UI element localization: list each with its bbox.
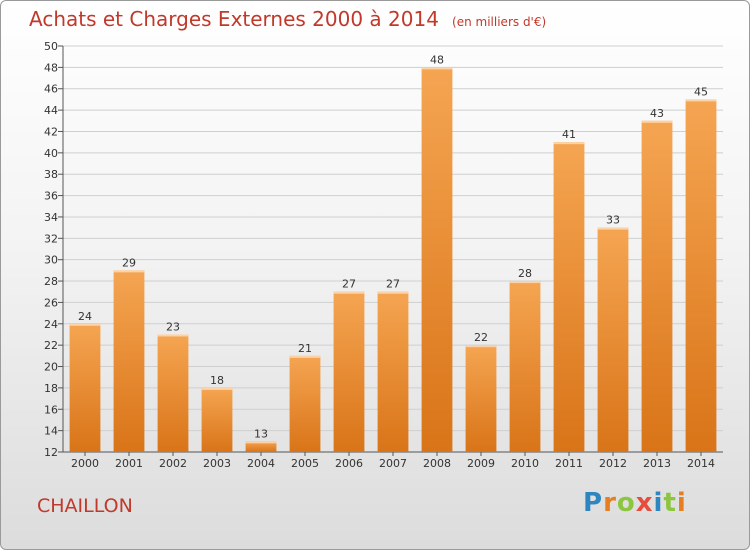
y-tick-label: 24 <box>44 318 58 331</box>
data-label: 45 <box>694 85 708 98</box>
chart-title-block: Achats et Charges Externes 2000 à 2014 (… <box>29 7 546 31</box>
data-labels: 24 29 23 18 13 21 27 27 48 22 28 41 33 43 45 <box>78 53 708 440</box>
commune-name: CHAILLON <box>37 495 133 517</box>
bar-highlight <box>377 291 409 294</box>
logo-letter: P <box>583 488 604 518</box>
x-tick-label: 2011 <box>555 457 583 470</box>
bar <box>157 334 189 452</box>
x-tick-label: 2014 <box>687 457 715 470</box>
y-tick-label: 46 <box>44 83 58 96</box>
bar <box>641 120 673 452</box>
bar-highlight <box>157 334 189 337</box>
data-label: 18 <box>210 374 224 387</box>
data-label: 21 <box>298 342 312 355</box>
x-tick-label: 2001 <box>115 457 143 470</box>
bar <box>113 270 145 452</box>
y-tick-label: 48 <box>44 61 58 74</box>
x-tick-label: 2002 <box>159 457 187 470</box>
x-tick-label: 2006 <box>335 457 363 470</box>
data-label: 22 <box>474 331 488 344</box>
bar <box>289 355 321 452</box>
data-label: 23 <box>166 320 180 333</box>
x-tick-label: 2009 <box>467 457 495 470</box>
x-tick-label: 2008 <box>423 457 451 470</box>
x-tick-label: 2003 <box>203 457 231 470</box>
bar-highlight <box>685 99 717 102</box>
y-tick-label: 16 <box>44 403 58 416</box>
bar <box>69 323 101 452</box>
bar <box>465 345 497 452</box>
proxiti-logo: Proxiti <box>583 488 687 518</box>
bar-highlight <box>421 67 453 70</box>
bar-highlight <box>289 355 321 358</box>
y-tick-label: 18 <box>44 382 58 395</box>
y-tick-label: 32 <box>44 232 58 245</box>
logo-letter: i <box>676 488 687 518</box>
axes: 12 14 16 18 20 22 24 26 28 30 32 34 36 38 40 42 44 46 48 50… <box>44 40 723 470</box>
bar-highlight <box>597 227 629 230</box>
bar <box>333 291 365 452</box>
x-tick-label: 2007 <box>379 457 407 470</box>
y-tick-label: 44 <box>44 104 58 117</box>
y-tick-label: 20 <box>44 361 58 374</box>
y-tick-label: 30 <box>44 254 58 267</box>
bar <box>685 99 717 452</box>
y-tick-label: 22 <box>44 339 58 352</box>
y-tick-label: 34 <box>44 211 58 224</box>
chart-subtitle: (en milliers d'€) <box>452 15 547 29</box>
x-tick-label: 2013 <box>643 457 671 470</box>
logo-letter: i <box>653 488 664 518</box>
logo-letter: o <box>616 488 636 518</box>
bar-highlight <box>69 323 101 326</box>
bar-highlight <box>245 441 277 444</box>
x-tick-label: 2004 <box>247 457 275 470</box>
bar <box>597 227 629 452</box>
y-tick-label: 42 <box>44 125 58 138</box>
data-label: 24 <box>78 310 92 323</box>
bar <box>553 142 585 452</box>
y-tick-label: 14 <box>44 425 58 438</box>
bar-highlight <box>333 291 365 294</box>
data-label: 43 <box>650 107 664 120</box>
y-tick-label: 12 <box>44 446 58 459</box>
y-tick-label: 38 <box>44 168 58 181</box>
data-label: 27 <box>386 278 400 291</box>
y-tick-label: 40 <box>44 147 58 160</box>
data-label: 27 <box>342 278 356 291</box>
bar-highlight <box>201 387 233 390</box>
bar-highlight <box>641 120 673 123</box>
bar <box>377 291 409 452</box>
chart-title: Achats et Charges Externes 2000 à 2014 <box>29 7 439 31</box>
bar <box>245 441 277 452</box>
bar <box>421 67 453 453</box>
data-label: 28 <box>518 267 532 280</box>
y-tick-label: 28 <box>44 275 58 288</box>
bar-highlight <box>553 142 585 145</box>
bar-highlight <box>465 345 497 348</box>
data-label: 48 <box>430 53 444 66</box>
y-tick-label: 26 <box>44 296 58 309</box>
logo-letter: t <box>663 488 677 518</box>
logo-letter: x <box>635 488 654 518</box>
x-tick-label: 2000 <box>71 457 99 470</box>
x-tick-label: 2010 <box>511 457 539 470</box>
bar-highlight <box>509 281 541 284</box>
bars <box>69 67 717 453</box>
data-label: 13 <box>254 427 268 440</box>
y-tick-label: 36 <box>44 190 58 203</box>
bar <box>201 387 233 452</box>
y-tick-label: 50 <box>44 40 58 53</box>
data-label: 29 <box>122 256 136 269</box>
logo-letter: r <box>603 488 617 518</box>
bar <box>509 281 541 452</box>
data-label: 41 <box>562 128 576 141</box>
data-label: 33 <box>606 214 620 227</box>
x-tick-label: 2012 <box>599 457 627 470</box>
x-tick-label: 2005 <box>291 457 319 470</box>
bar-highlight <box>113 270 145 273</box>
